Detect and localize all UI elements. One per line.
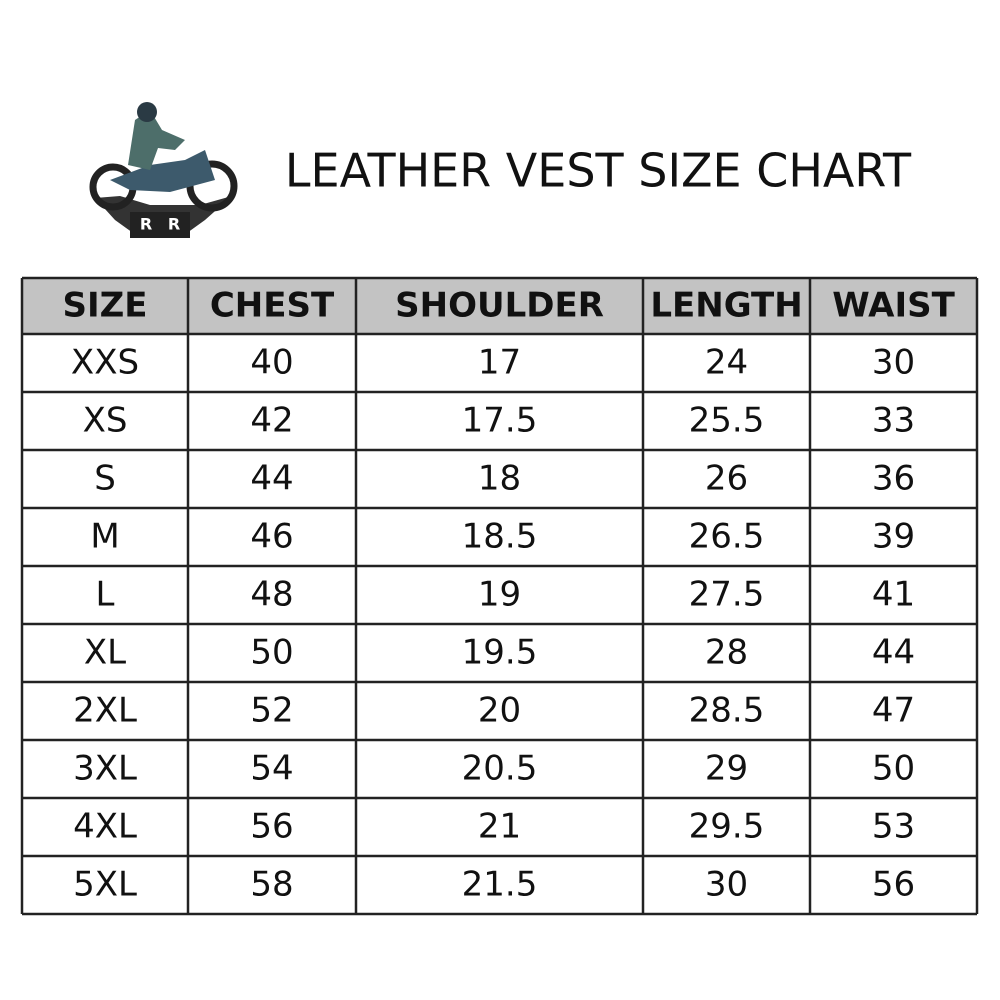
cell: 19.5	[462, 633, 538, 673]
logo-letter: R	[168, 215, 180, 234]
logo: R R	[89, 102, 238, 238]
cell: 26	[705, 459, 748, 499]
column-header: SIZE	[62, 286, 147, 326]
cell: 50	[250, 633, 293, 673]
cell: 27.5	[689, 575, 765, 615]
cell: 44	[250, 459, 293, 499]
cell: 33	[872, 401, 915, 441]
cell: 2XL	[73, 691, 137, 731]
cell: 25.5	[689, 401, 765, 441]
column-header: LENGTH	[650, 286, 802, 326]
cell: 58	[250, 865, 293, 905]
cell: 29.5	[689, 807, 765, 847]
cell: XS	[83, 401, 128, 441]
cell: 48	[250, 575, 293, 615]
logo-helmet	[137, 102, 157, 122]
cell: 18	[478, 459, 521, 499]
cell: 4XL	[73, 807, 137, 847]
logo-bike	[110, 150, 215, 192]
cell: 19	[478, 575, 521, 615]
cell: 28.5	[689, 691, 765, 731]
title: LEATHER VEST SIZE CHART	[285, 144, 912, 198]
cell: XXS	[71, 343, 139, 383]
logo-badge	[130, 212, 190, 238]
cell: 30	[705, 865, 748, 905]
cell: 29	[705, 749, 748, 789]
cell: 3XL	[73, 749, 137, 789]
cell: 30	[872, 343, 915, 383]
cell: 47	[872, 691, 915, 731]
cell: 41	[872, 575, 915, 615]
cell: 21.5	[462, 865, 538, 905]
cell: 56	[250, 807, 293, 847]
cell: 40	[250, 343, 293, 383]
cell: 18.5	[462, 517, 538, 557]
cell: M	[90, 517, 119, 557]
cell: 21	[478, 807, 521, 847]
cell: 17.5	[462, 401, 538, 441]
cell: 52	[250, 691, 293, 731]
cell: 24	[705, 343, 748, 383]
cell: 20	[478, 691, 521, 731]
cell: 42	[250, 401, 293, 441]
logo-rider	[128, 110, 185, 170]
cell: 36	[872, 459, 915, 499]
header-row	[22, 278, 977, 334]
cell: S	[94, 459, 116, 499]
cell: L	[96, 575, 115, 615]
cell: 20.5	[462, 749, 538, 789]
table: SIZE CHEST SHOULDER LENGTH WAIST XXS 40 17 24 30 X…	[20, 276, 979, 916]
cell: 56	[872, 865, 915, 905]
column-header: SHOULDER	[395, 286, 604, 326]
cell: 39	[872, 517, 915, 557]
cell: XL	[84, 633, 126, 673]
column-header: WAIST	[832, 286, 955, 326]
cell: 53	[872, 807, 915, 847]
cell: 46	[250, 517, 293, 557]
cell: 5XL	[73, 865, 137, 905]
cell: 54	[250, 749, 293, 789]
cell: 17	[478, 343, 521, 383]
logo-letter: R	[140, 215, 152, 234]
cell: 26.5	[689, 517, 765, 557]
cell: 44	[872, 633, 915, 673]
cell: 50	[872, 749, 915, 789]
cell: 28	[705, 633, 748, 673]
column-header: CHEST	[210, 286, 335, 326]
